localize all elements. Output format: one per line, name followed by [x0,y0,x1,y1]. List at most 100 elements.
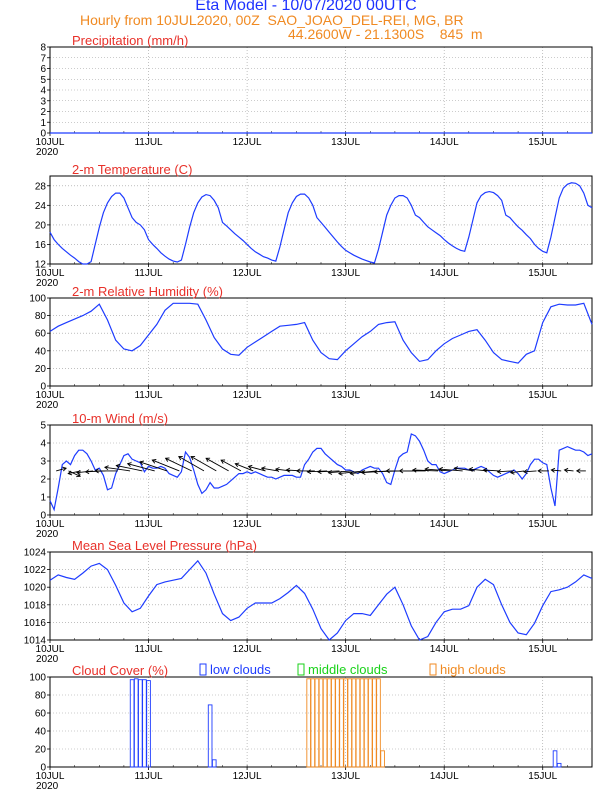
y-tick-label: 5 [40,75,46,86]
y-tick-label: 20 [35,745,47,756]
wind-vector-head [139,460,145,466]
y-tick-label: 1024 [24,548,47,559]
panel-5: 1014 1016 1018 1020 1022 1024 10JUL 11JUL 12JUL 1… [24,538,593,665]
x-tick-label: 10JUL [36,771,65,782]
wind-vector-head [295,468,301,474]
x-tick-label: 14JUL [430,137,459,148]
legend-swatch [199,663,207,676]
y-tick-label: 7 [40,53,46,64]
panel-title: Mean Sea Level Pressure (hPa) [72,538,257,553]
cloud-bar [306,678,311,768]
y-tick-label: 3 [40,96,46,107]
y-tick-label: 4 [40,439,46,450]
cloud-bar [380,750,385,768]
y-tick-label: 16 [35,240,47,251]
wind-vector-head [190,455,196,461]
wind-vector-head [285,467,291,473]
plot-frame [49,175,593,265]
wind-vector-head [537,468,542,474]
x-tick-label: 11JUL [134,644,163,655]
chart-header: Eta Model - 10/07/2020 00UTC Hourly from… [0,0,612,50]
x-tick-label: 13JUL [331,390,360,401]
y-tick-label: 1 [40,118,46,129]
panel-title: 2-m Temperature (C) [72,162,192,177]
cloud-bar [556,762,562,768]
wind-vector-head [76,469,81,475]
cloud-bar [367,678,373,768]
x-tick-label: 12JUL [233,771,262,782]
x-year-label: 2020 [36,278,59,289]
x-tick-label: 12JUL [233,390,262,401]
wind-vector [152,459,180,472]
x-tick-label: 15JUL [528,771,557,782]
wind-vector [551,469,562,472]
y-tick-label: 100 [29,294,46,305]
wind-vector-head [550,467,556,473]
x-tick-label: 11JUL [134,519,163,530]
wind-vector-head [349,470,355,476]
wind-vector-head [563,467,569,473]
cloud-bar [138,679,143,768]
y-tick-label: 1016 [24,618,47,629]
x-tick-label: 10JUL [36,137,65,148]
y-tick-label: 60 [35,709,47,720]
y-tick-label: 2 [40,107,46,118]
wind-vector [220,459,242,472]
cloud-bar [318,678,324,768]
wind-vector [190,456,217,472]
x-tick-label: 15JUL [528,644,557,655]
x-tick-label: 10JUL [36,519,65,530]
wind-vector [248,465,266,472]
y-tick-label: 0 [40,382,46,393]
y-tick-label: 100 [29,673,46,684]
y-tick-label: 28 [35,181,47,192]
wind-vector-head [317,469,322,475]
wind-vector-head [411,467,417,473]
wind-vector [425,468,451,472]
wind-vector-head [482,467,488,473]
y-tick-label: 4 [40,86,46,97]
wind-vector-head [523,469,528,475]
y-tick-label: 40 [35,727,47,738]
panel-6: 0 20 40 60 80 100 10JUL 11JUL 12JUL 13JUL 14JUL 15J… [29,662,593,792]
plot-frame [49,297,593,387]
y-tick-label: 20 [35,364,47,375]
wind-vector-head [438,466,444,472]
y-tick-label: 60 [35,329,47,340]
wind-vector-head [306,469,312,475]
y-tick-label: 1 [40,493,46,504]
wind-vector [261,467,278,472]
x-year-label: 2020 [36,781,59,792]
x-tick-label: 15JUL [528,268,557,279]
plot-frame [49,551,593,641]
wind-vector-head [453,466,459,472]
x-tick-label: 11JUL [134,137,163,148]
wind-vector [523,470,537,473]
cloud-bar [355,678,361,768]
x-tick-label: 14JUL [430,644,459,655]
wind-vector-head [205,457,211,463]
x-tick-label: 12JUL [233,268,262,279]
cloud-bar [339,678,344,768]
wind-vector-head [338,470,343,476]
page-title: Eta Model - 10/07/2020 00UTC [195,0,417,14]
cloud-bar [146,680,151,768]
panel-title: 2-m Relative Humidity (%) [72,284,223,299]
wind-vector [328,470,352,474]
cloud-bar [314,678,320,768]
legend-swatch [429,663,437,676]
x-tick-label: 11JUL [134,390,163,401]
legend-swatch [297,663,305,676]
series-line [49,182,593,265]
wind-vector [412,469,439,472]
x-tick-label: 13JUL [331,644,360,655]
x-tick-label: 12JUL [233,137,262,148]
cloud-bar [347,678,353,768]
y-tick-label: 1022 [24,565,47,576]
x-tick-label: 10JUL [36,644,65,655]
cloud-bar [351,678,357,768]
x-tick-label: 13JUL [331,268,360,279]
panel-3: 0 20 40 60 80 100 10JUL 11JUL 12JUL 13JUL 14JUL 15J… [29,284,593,411]
y-tick-label: 0 [40,129,46,140]
